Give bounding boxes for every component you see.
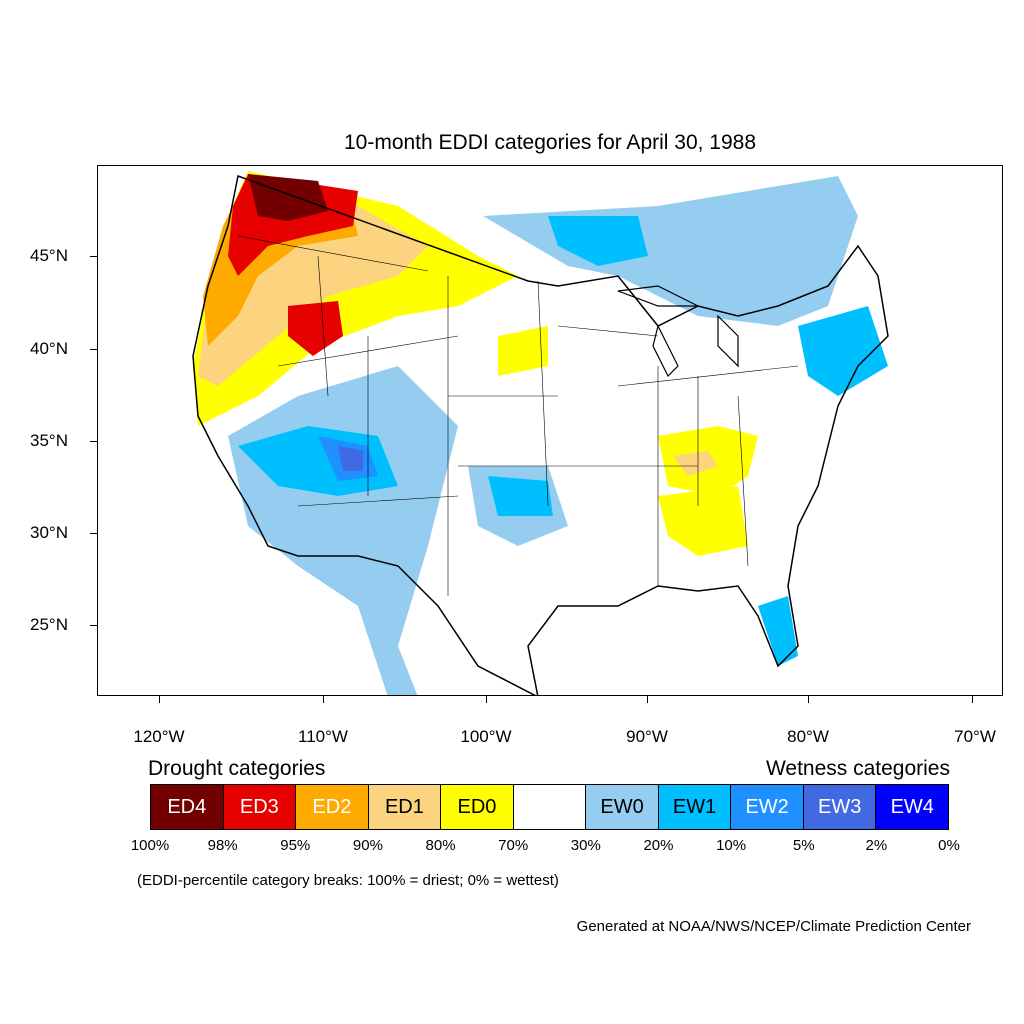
- state-boundaries: [237, 235, 799, 596]
- ytick-40: [90, 349, 97, 350]
- percentile-break-label: 30%: [570, 837, 601, 854]
- percentile-break-label: 98%: [207, 837, 238, 854]
- lon-label-80: 80°W: [787, 727, 829, 746]
- drought-legend-title: Drought categories: [148, 757, 326, 780]
- drought-region-ed1-kentucky: [673, 451, 718, 476]
- lon-label-120: 120°W: [133, 727, 185, 746]
- lat-label-25: 25°N: [30, 615, 68, 634]
- ytick-35: [90, 441, 97, 442]
- legend-swatch-ew4: EW4: [876, 785, 949, 829]
- wet-region-ew1-northeast: [798, 306, 888, 396]
- percentile-break-label: 90%: [352, 837, 383, 854]
- wet-region-ew1-texas: [488, 476, 553, 516]
- percentile-break-label: 100%: [130, 837, 170, 854]
- percentile-break-label: 95%: [280, 837, 311, 854]
- great-lakes: [617, 285, 739, 378]
- ytick-25: [90, 625, 97, 626]
- map-title: 10-month EDDI categories for April 30, 1…: [343, 131, 757, 154]
- lon-label-90: 90°W: [626, 727, 668, 746]
- wet-region-ew3-four-corners: [338, 446, 363, 471]
- credit-line: Generated at NOAA/NWS/NCEP/Climate Predi…: [576, 918, 971, 935]
- percentile-break-label: 70%: [498, 837, 529, 854]
- wet-region-ew1-canada: [548, 216, 648, 266]
- legend-swatch-ew0: EW0: [586, 785, 659, 829]
- percentile-break-label: 0%: [938, 837, 960, 854]
- drought-region-ed3-idaho: [288, 301, 343, 356]
- drought-region-ed0-southeast: [658, 486, 748, 556]
- wetness-legend-title: Wetness categories: [765, 757, 950, 780]
- legend-swatch-ed0: ED0: [441, 785, 514, 829]
- colorbar: ED4 ED3 ED2 ED1 ED0 EW0 EW1 EW2 EW3 EW4: [150, 784, 949, 830]
- percentile-break-label: 5%: [792, 837, 815, 854]
- drought-region-ed0-iowa: [498, 326, 548, 376]
- category-note: (EDDI-percentile category breaks: 100% =…: [137, 872, 559, 889]
- xtick-120: [159, 696, 160, 703]
- drought-region-ed4-northwest: [248, 174, 328, 221]
- legend-swatch-ew2: EW2: [731, 785, 804, 829]
- lat-label-35: 35°N: [30, 431, 68, 450]
- wet-region-ew0-southwest: [228, 366, 458, 695]
- wet-region-ew1-florida: [758, 596, 798, 666]
- percentile-break-label: 2%: [865, 837, 888, 854]
- lat-label-45: 45°N: [30, 246, 68, 265]
- percentile-break-label: 10%: [716, 837, 747, 854]
- us-outline: [192, 174, 889, 695]
- lat-label-40: 40°N: [30, 339, 68, 358]
- xtick-90: [647, 696, 648, 703]
- lon-label-100: 100°W: [460, 727, 512, 746]
- xtick-100: [486, 696, 487, 703]
- legend-swatch-neutral: [513, 785, 587, 829]
- ytick-45: [90, 256, 97, 257]
- percentile-break-label: 20%: [643, 837, 674, 854]
- percentile-break-label: 80%: [425, 837, 456, 854]
- legend-swatch-ed3: ED3: [223, 785, 297, 829]
- legend-swatch-ed4: ED4: [151, 785, 224, 829]
- xtick-110: [323, 696, 324, 703]
- lon-label-110: 110°W: [298, 727, 348, 746]
- ytick-30: [90, 533, 97, 534]
- xtick-70: [972, 696, 973, 703]
- legend-swatch-ed1: ED1: [368, 785, 442, 829]
- lat-label-30: 30°N: [30, 523, 68, 542]
- legend-swatch-ew1: EW1: [658, 785, 732, 829]
- legend-swatch-ew3: EW3: [803, 785, 877, 829]
- map-panel: [97, 165, 1003, 696]
- wet-region-ew0-canada: [483, 176, 858, 326]
- legend-swatch-ed2: ED2: [296, 785, 369, 829]
- lon-label-70: 70°W: [954, 727, 996, 746]
- eddi-map: [192, 171, 889, 695]
- xtick-80: [808, 696, 809, 703]
